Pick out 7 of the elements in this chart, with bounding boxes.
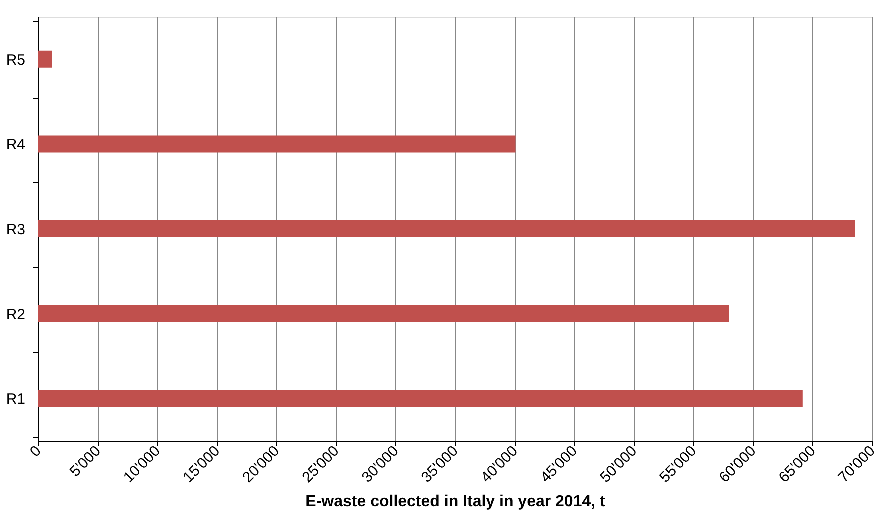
x-tick-label: 0 xyxy=(26,442,45,461)
y-tick-label: R3 xyxy=(6,222,26,238)
y-tick-label: R4 xyxy=(6,136,26,154)
y-tick-label: R2 xyxy=(6,306,26,324)
x-axis-title: E-waste collected in Italy in year 2014, t xyxy=(306,494,606,511)
y-tick-label: R5 xyxy=(6,52,26,69)
y-tick-label: R1 xyxy=(6,391,26,408)
